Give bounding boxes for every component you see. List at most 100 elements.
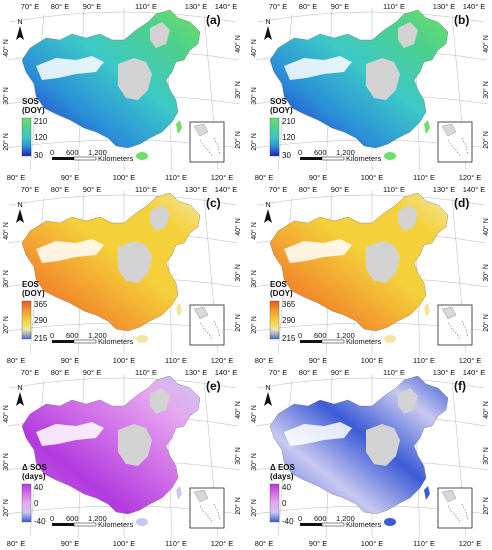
masked-area xyxy=(366,241,400,283)
scale-bar: 0 600 1,200 Kilometers xyxy=(50,331,134,346)
top-lon-tick: 70° E xyxy=(269,185,287,194)
left-lat-tick: 20° N xyxy=(250,316,258,334)
right-lat-ticks: 40° N 30° N 20° N xyxy=(482,35,490,149)
legend-title: EOS xyxy=(22,280,40,289)
masked-area xyxy=(118,58,152,100)
bottom-lon-tick: 80° E xyxy=(255,539,273,548)
bottom-lon-tick: 120° E xyxy=(211,173,234,182)
legend-max: 365 xyxy=(34,300,48,309)
map-panel-d: 70° E 80° E 90° E 110° E 130° E 140° E 8… xyxy=(248,183,492,366)
top-lon-tick: 140° E xyxy=(463,368,486,377)
masked-area-north xyxy=(150,388,170,414)
scale-bar: 0 600 1,200 Kilometers xyxy=(298,514,382,529)
scale-unit: Kilometers xyxy=(98,337,134,346)
hainan-island xyxy=(136,152,148,160)
bottom-lon-tick: 100° E xyxy=(113,173,136,182)
right-lat-tick: 20° N xyxy=(234,131,242,149)
hainan-island xyxy=(384,152,396,160)
left-lat-tick: 30° N xyxy=(2,453,10,471)
desert-area xyxy=(36,422,104,446)
legend-unit: (DOY) xyxy=(22,106,45,115)
left-lat-tick: 40° N xyxy=(250,405,258,423)
desert-area xyxy=(284,56,352,80)
bottom-lon-tick: 100° E xyxy=(361,356,384,365)
right-lat-tick: 30° N xyxy=(234,447,242,465)
legend-max: 40 xyxy=(34,483,43,492)
left-lat-tick: 20° N xyxy=(2,316,10,334)
legend: EOS (DOY) 365 290 215 xyxy=(269,280,296,343)
legend-mid: 120 xyxy=(282,133,296,142)
top-lon-tick: 140° E xyxy=(215,2,238,11)
legend: Δ SOS (days) 40 0 -40 xyxy=(21,463,48,526)
legend-max: 210 xyxy=(282,117,296,126)
left-lat-tick: 20° N xyxy=(250,133,258,151)
masked-area xyxy=(366,424,400,466)
scale-tick-1200: 1,200 xyxy=(336,514,355,523)
scale-tick-600: 600 xyxy=(66,514,79,523)
top-lon-tick: 70° E xyxy=(269,2,287,11)
legend-unit: (DOY) xyxy=(270,106,293,115)
top-lon-tick: 90° E xyxy=(83,185,101,194)
legend: EOS (DOY) 365 290 215 xyxy=(21,280,48,343)
scale-bar: 0 600 1,200 Kilometers xyxy=(50,514,134,529)
top-lon-ticks: 70° E 80° E 90° E 110° E 130° E 140° E xyxy=(21,368,238,377)
legend: Δ EOS (days) 40 0 -40 xyxy=(269,463,296,526)
north-arrow-icon: N xyxy=(264,385,272,406)
panel-label: (f) xyxy=(454,379,466,393)
panel-label: (b) xyxy=(454,13,469,27)
top-lon-ticks: 70° E 80° E 90° E 110° E 130° E 140° E xyxy=(269,2,486,11)
right-lat-tick: 20° N xyxy=(482,497,490,515)
north-label: N xyxy=(265,202,270,209)
masked-area xyxy=(118,424,152,466)
south-china-sea-inset xyxy=(437,304,473,346)
top-lon-tick: 90° E xyxy=(83,2,101,11)
top-lon-tick: 140° E xyxy=(463,185,486,194)
top-lon-tick: 80° E xyxy=(51,2,69,11)
right-lat-tick: 20° N xyxy=(482,131,490,149)
top-lon-tick: 90° E xyxy=(331,368,349,377)
legend-title: EOS xyxy=(270,280,288,289)
scale-tick-1200: 1,200 xyxy=(88,514,107,523)
north-label: N xyxy=(17,385,22,392)
desert-area xyxy=(284,422,352,446)
bottom-lon-ticks: 80° E 90° E 100° E 110° E 120° E xyxy=(7,539,234,548)
top-lon-tick: 80° E xyxy=(51,185,69,194)
scale-tick-600: 600 xyxy=(66,148,79,157)
top-lon-tick: 110° E xyxy=(135,2,157,11)
bottom-lon-tick: 110° E xyxy=(165,173,187,182)
legend-min: 30 xyxy=(282,151,291,160)
scale-unit: Kilometers xyxy=(98,520,134,529)
bottom-lon-tick: 100° E xyxy=(113,356,136,365)
left-lat-ticks: 40° N 30° N 20° N xyxy=(2,405,10,517)
right-lat-ticks: 40° N 30° N 20° N xyxy=(234,401,242,515)
scale-tick-1200: 1,200 xyxy=(336,331,355,340)
color-ramp xyxy=(21,117,32,157)
right-lat-tick: 40° N xyxy=(482,35,490,53)
left-lat-tick: 40° N xyxy=(2,222,10,240)
taiwan-island xyxy=(424,486,430,500)
south-china-sea-inset xyxy=(189,487,225,529)
scale-bar: 0 600 1,200 Kilometers xyxy=(50,148,134,163)
north-label: N xyxy=(17,202,22,209)
right-lat-tick: 30° N xyxy=(234,264,242,282)
top-lon-tick: 140° E xyxy=(463,2,486,11)
left-lat-tick: 30° N xyxy=(250,87,258,105)
north-arrow-icon: N xyxy=(264,19,272,40)
panel-label: (d) xyxy=(454,196,469,210)
scale-unit: Kilometers xyxy=(346,520,382,529)
color-ramp xyxy=(269,300,280,340)
scale-tick-0: 0 xyxy=(298,331,302,340)
top-lon-tick: 140° E xyxy=(215,185,238,194)
legend-unit: (days) xyxy=(22,472,46,481)
right-lat-tick: 40° N xyxy=(234,35,242,53)
hainan-island xyxy=(384,518,396,526)
legend: SOS (DOY) 210 120 30 xyxy=(21,97,48,160)
top-lon-tick: 80° E xyxy=(299,368,317,377)
top-lon-ticks: 70° E 80° E 90° E 110° E 130° E 140° E xyxy=(269,185,486,194)
legend-unit: (days) xyxy=(270,472,294,481)
left-lat-tick: 40° N xyxy=(2,405,10,423)
left-lat-tick: 30° N xyxy=(250,453,258,471)
right-lat-tick: 20° N xyxy=(234,314,242,332)
legend-mid: 0 xyxy=(34,499,39,508)
taiwan-island xyxy=(424,303,430,317)
